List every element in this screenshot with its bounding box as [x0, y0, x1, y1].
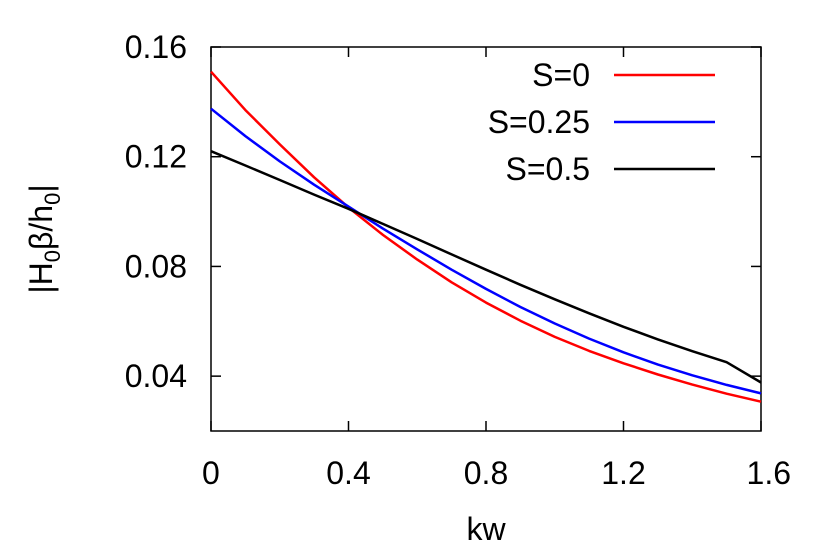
- series-line-1: [210, 70, 762, 403]
- y-axis-label-part: |H: [23, 262, 59, 293]
- x-tick-label: 1.2: [601, 455, 645, 491]
- y-tick-label: 0.04: [125, 358, 187, 394]
- legend-label-1: S=0: [532, 57, 590, 93]
- legend-label-2: S=0.25: [488, 104, 590, 140]
- y-tick-label: 0.16: [125, 29, 187, 65]
- x-tick-label: 0: [202, 455, 220, 491]
- y-tick-label: 0.12: [125, 139, 187, 175]
- legend-label-3: S=0.5: [505, 151, 590, 187]
- plot-frame: [210, 46, 762, 432]
- series-line-3: [210, 150, 762, 384]
- x-tick-label: 1.6: [747, 455, 791, 491]
- x-axis-label: kw: [466, 511, 506, 547]
- x-axis-ticks: 0 0.4 0.8 1.2 1.6: [202, 47, 791, 491]
- y-axis-ticks: 0.04 0.08 0.12 0.16: [125, 29, 761, 394]
- y-axis-label-part: β/h: [23, 205, 59, 250]
- x-tick-label: 0.8: [464, 455, 508, 491]
- y-axis-label-subscript: 0: [40, 250, 65, 262]
- y-axis-label-part: |: [23, 184, 59, 192]
- legend: S=0 S=0.25 S=0.5: [488, 57, 715, 187]
- y-axis-label: |H0β/h0|: [23, 184, 65, 293]
- y-axis-label-subscript: 0: [40, 193, 65, 205]
- x-tick-label: 0.4: [326, 455, 370, 491]
- y-tick-label: 0.08: [125, 248, 187, 284]
- series-lines: [210, 70, 762, 403]
- series-line-2: [210, 107, 762, 395]
